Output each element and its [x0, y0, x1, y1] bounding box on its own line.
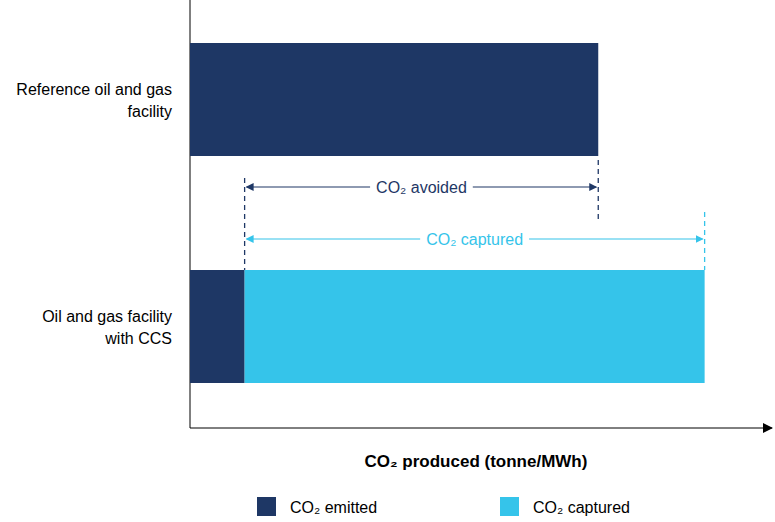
bars [190, 43, 705, 383]
x-axis-label: CO₂ produced (tonne/MWh) [365, 452, 588, 471]
guide-line [704, 212, 705, 270]
chart: Reference oil and gas facility Oil and gas… [0, 0, 775, 522]
category-label: Reference oil and gas facility [16, 81, 172, 120]
guide-line [598, 160, 599, 222]
bar-segment [245, 270, 705, 383]
annotation-bg [370, 177, 473, 197]
bar-segment [190, 43, 598, 156]
category-label-line: Reference oil and gas [16, 81, 172, 98]
legend-label: CO₂ captured [533, 499, 630, 516]
annotation: CO₂ avoided [376, 179, 467, 196]
category-label: Oil and gas facility with CCS [42, 308, 172, 347]
guide-line [244, 178, 245, 270]
bar-segment [190, 270, 245, 383]
annotation: CO₂ captured [426, 231, 523, 248]
legend-swatch [257, 497, 276, 516]
x-axis [190, 428, 772, 429]
legend-swatch [500, 497, 519, 516]
category-label-line: with CCS [104, 330, 172, 347]
category-label-line: Oil and gas facility [42, 308, 172, 325]
legend-label: CO₂ emitted [290, 499, 377, 516]
category-label-line: facility [128, 103, 172, 120]
annotation-bg [420, 229, 529, 249]
